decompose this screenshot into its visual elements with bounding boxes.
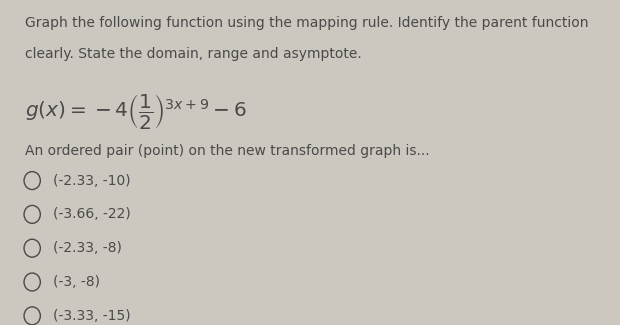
Text: clearly. State the domain, range and asymptote.: clearly. State the domain, range and asy… [25, 47, 361, 61]
Text: (-3.33, -15): (-3.33, -15) [53, 309, 130, 323]
Text: $g(x) = -4\left(\dfrac{1}{2}\right)^{3x+9} - 6$: $g(x) = -4\left(\dfrac{1}{2}\right)^{3x+… [25, 92, 247, 131]
Text: (-3.66, -22): (-3.66, -22) [53, 207, 130, 221]
Text: Graph the following function using the mapping rule. Identify the parent functio: Graph the following function using the m… [25, 16, 588, 30]
Text: An ordered pair (point) on the new transformed graph is...: An ordered pair (point) on the new trans… [25, 144, 429, 158]
Text: (-2.33, -10): (-2.33, -10) [53, 174, 130, 188]
Text: (-3, -8): (-3, -8) [53, 275, 100, 289]
Text: (-2.33, -8): (-2.33, -8) [53, 241, 122, 255]
